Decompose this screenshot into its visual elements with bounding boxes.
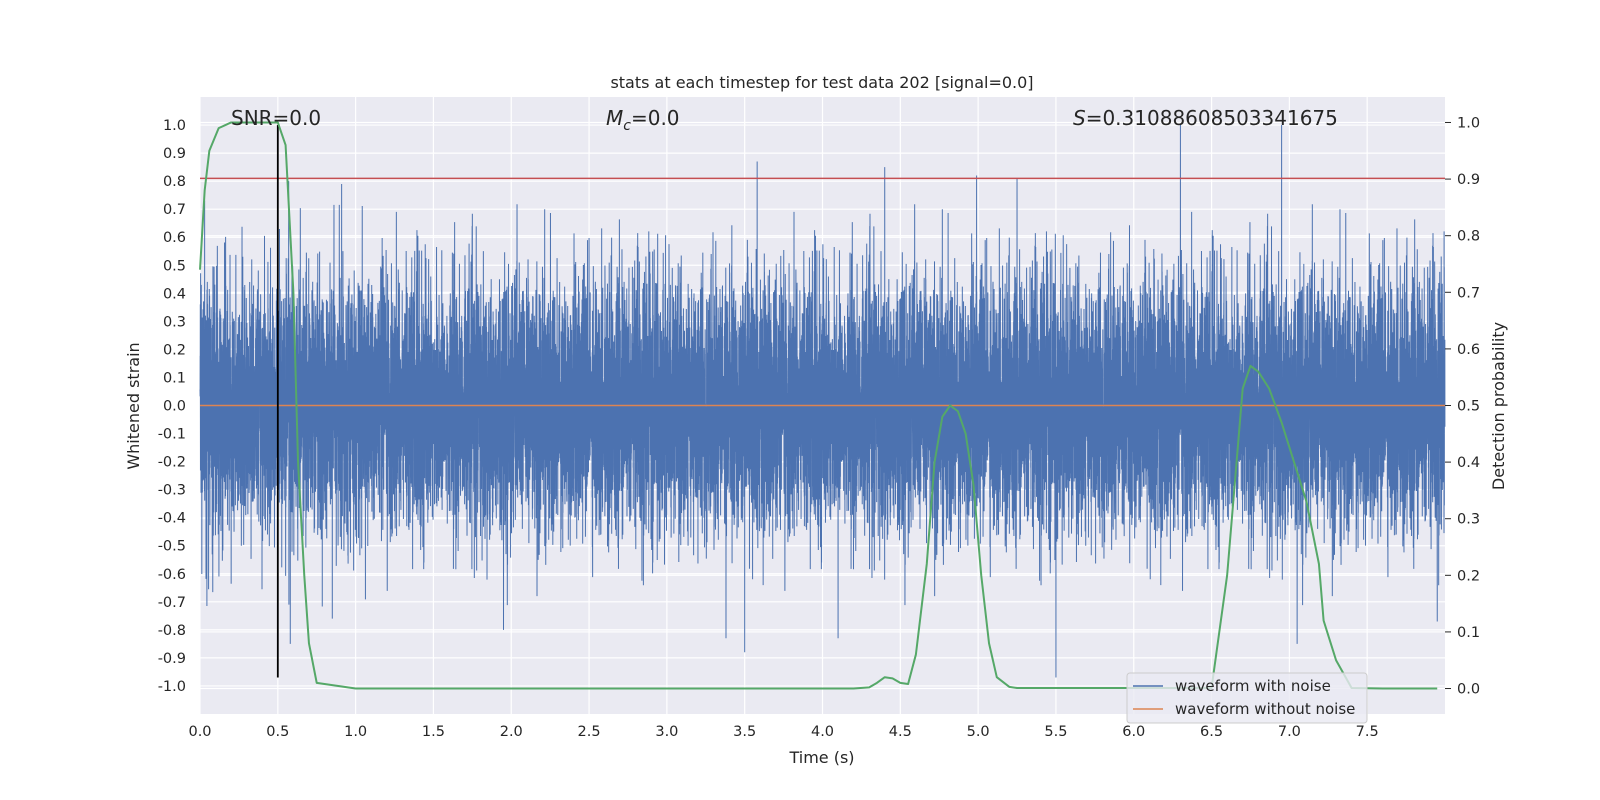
x-tick-label: 5.0 — [967, 724, 990, 740]
y2-tick-label: 0.3 — [1457, 512, 1480, 528]
y2-tick-label: 0.1 — [1457, 625, 1480, 641]
y-tick-label: -0.4 — [158, 511, 186, 527]
snr-annotation: SNR=0.0 — [231, 106, 321, 130]
series-line-detection-probability — [199, 121, 1438, 690]
y-tick-label: -1.0 — [158, 679, 186, 695]
chirp-mass-symbol: M — [606, 106, 623, 130]
legend-label-clean: waveform without noise — [1175, 700, 1355, 718]
x-tick-label: 0.5 — [266, 724, 289, 740]
y-tick-label: 0.0 — [163, 399, 186, 415]
chirp-mass-annotation: Mc=0.0 — [606, 106, 680, 134]
x-tick-label: 4.5 — [889, 724, 912, 740]
y2-tick-label: 0.2 — [1457, 568, 1480, 584]
y-tick-label: 0.8 — [163, 174, 186, 190]
y-axis-label: Whitened strain — [124, 342, 143, 469]
x-tick-label: 5.5 — [1044, 724, 1067, 740]
y2-tick-label: 0.6 — [1457, 342, 1480, 358]
chirp-mass-value: =0.0 — [631, 106, 680, 130]
y2-tick-label: 0.5 — [1457, 399, 1480, 415]
s-annotation: S=0.31088608503341675 — [1073, 106, 1338, 130]
y-tick-label: -0.1 — [158, 427, 186, 443]
series-waveform-with-noise — [199, 125, 1446, 678]
y-tick-label: -0.3 — [158, 483, 186, 499]
chirp-mass-subscript: c — [623, 118, 631, 134]
overlays — [199, 121, 1445, 690]
y-tick-label: 0.6 — [163, 230, 186, 246]
y-tick-label: 0.5 — [163, 258, 186, 274]
y-tick-label: 0.7 — [163, 202, 186, 218]
y-axis-ticks: 1.0 0.9 0.8 0.7 0.6 0.5 0.4 0.3 0.2 0.1 0.0 -0.1 -0.… — [158, 118, 186, 695]
y-tick-label: -0.6 — [158, 567, 186, 583]
y-tick-label: -0.7 — [158, 595, 186, 611]
y-tick-label: 1.0 — [163, 118, 186, 134]
x-tick-label: 6.0 — [1122, 724, 1145, 740]
y-tick-label: 0.9 — [163, 146, 186, 162]
legend: waveform with noise waveform without noi… — [1126, 672, 1368, 724]
s-symbol: S — [1073, 106, 1086, 130]
y2-axis-label: Detection probability — [1489, 322, 1508, 490]
y2-tick-label: 0.7 — [1457, 285, 1480, 301]
y-tick-label: 0.1 — [163, 370, 186, 386]
x-tick-label: 1.0 — [344, 724, 367, 740]
x-tick-label: 2.0 — [500, 724, 523, 740]
y2-tick-label: 0.4 — [1457, 455, 1480, 471]
y-tick-label: 0.4 — [163, 286, 186, 302]
x-tick-label: 4.0 — [811, 724, 834, 740]
x-tick-label: 3.5 — [733, 724, 756, 740]
series-line-waveform-with-noise — [199, 125, 1446, 678]
y2-tick-label: 1.0 — [1457, 115, 1480, 131]
y2-tick-label: 0.9 — [1457, 172, 1480, 188]
x-tick-label: 2.5 — [578, 724, 601, 740]
x-tick-label: 6.5 — [1200, 724, 1223, 740]
x-tick-label: 7.0 — [1278, 724, 1301, 740]
chart-title: stats at each timestep for test data 202… — [610, 73, 1033, 92]
y-tick-label: -0.8 — [158, 623, 186, 639]
x-tick-label: 1.5 — [422, 724, 445, 740]
legend-label-noise: waveform with noise — [1175, 677, 1331, 695]
y-tick-label: 0.2 — [163, 342, 186, 358]
y2-tick-label: 0.0 — [1457, 682, 1480, 698]
y-tick-label: -0.2 — [158, 455, 186, 471]
s-value: =0.31088608503341675 — [1086, 106, 1338, 130]
y-tick-label: 0.3 — [163, 314, 186, 330]
legend-box — [1126, 672, 1368, 724]
x-tick-label: 0.0 — [188, 724, 211, 740]
x-axis-ticks: 0.0 0.5 1.0 1.5 2.0 2.5 3.0 3.5 4.0 4.5 5.0 5.5 6.0 6… — [188, 724, 1378, 740]
y2-tick-label: 0.8 — [1457, 229, 1480, 245]
y-tick-label: -0.9 — [158, 651, 186, 667]
x-axis-label: Time (s) — [788, 748, 854, 767]
y-tick-label: -0.5 — [158, 539, 186, 555]
x-tick-label: 7.5 — [1356, 724, 1379, 740]
x-tick-label: 3.0 — [655, 724, 678, 740]
y2-axis-ticks: 1.0 0.9 0.8 0.7 0.6 0.5 0.4 0.3 0.2 0.1 0.0 — [1445, 115, 1480, 698]
